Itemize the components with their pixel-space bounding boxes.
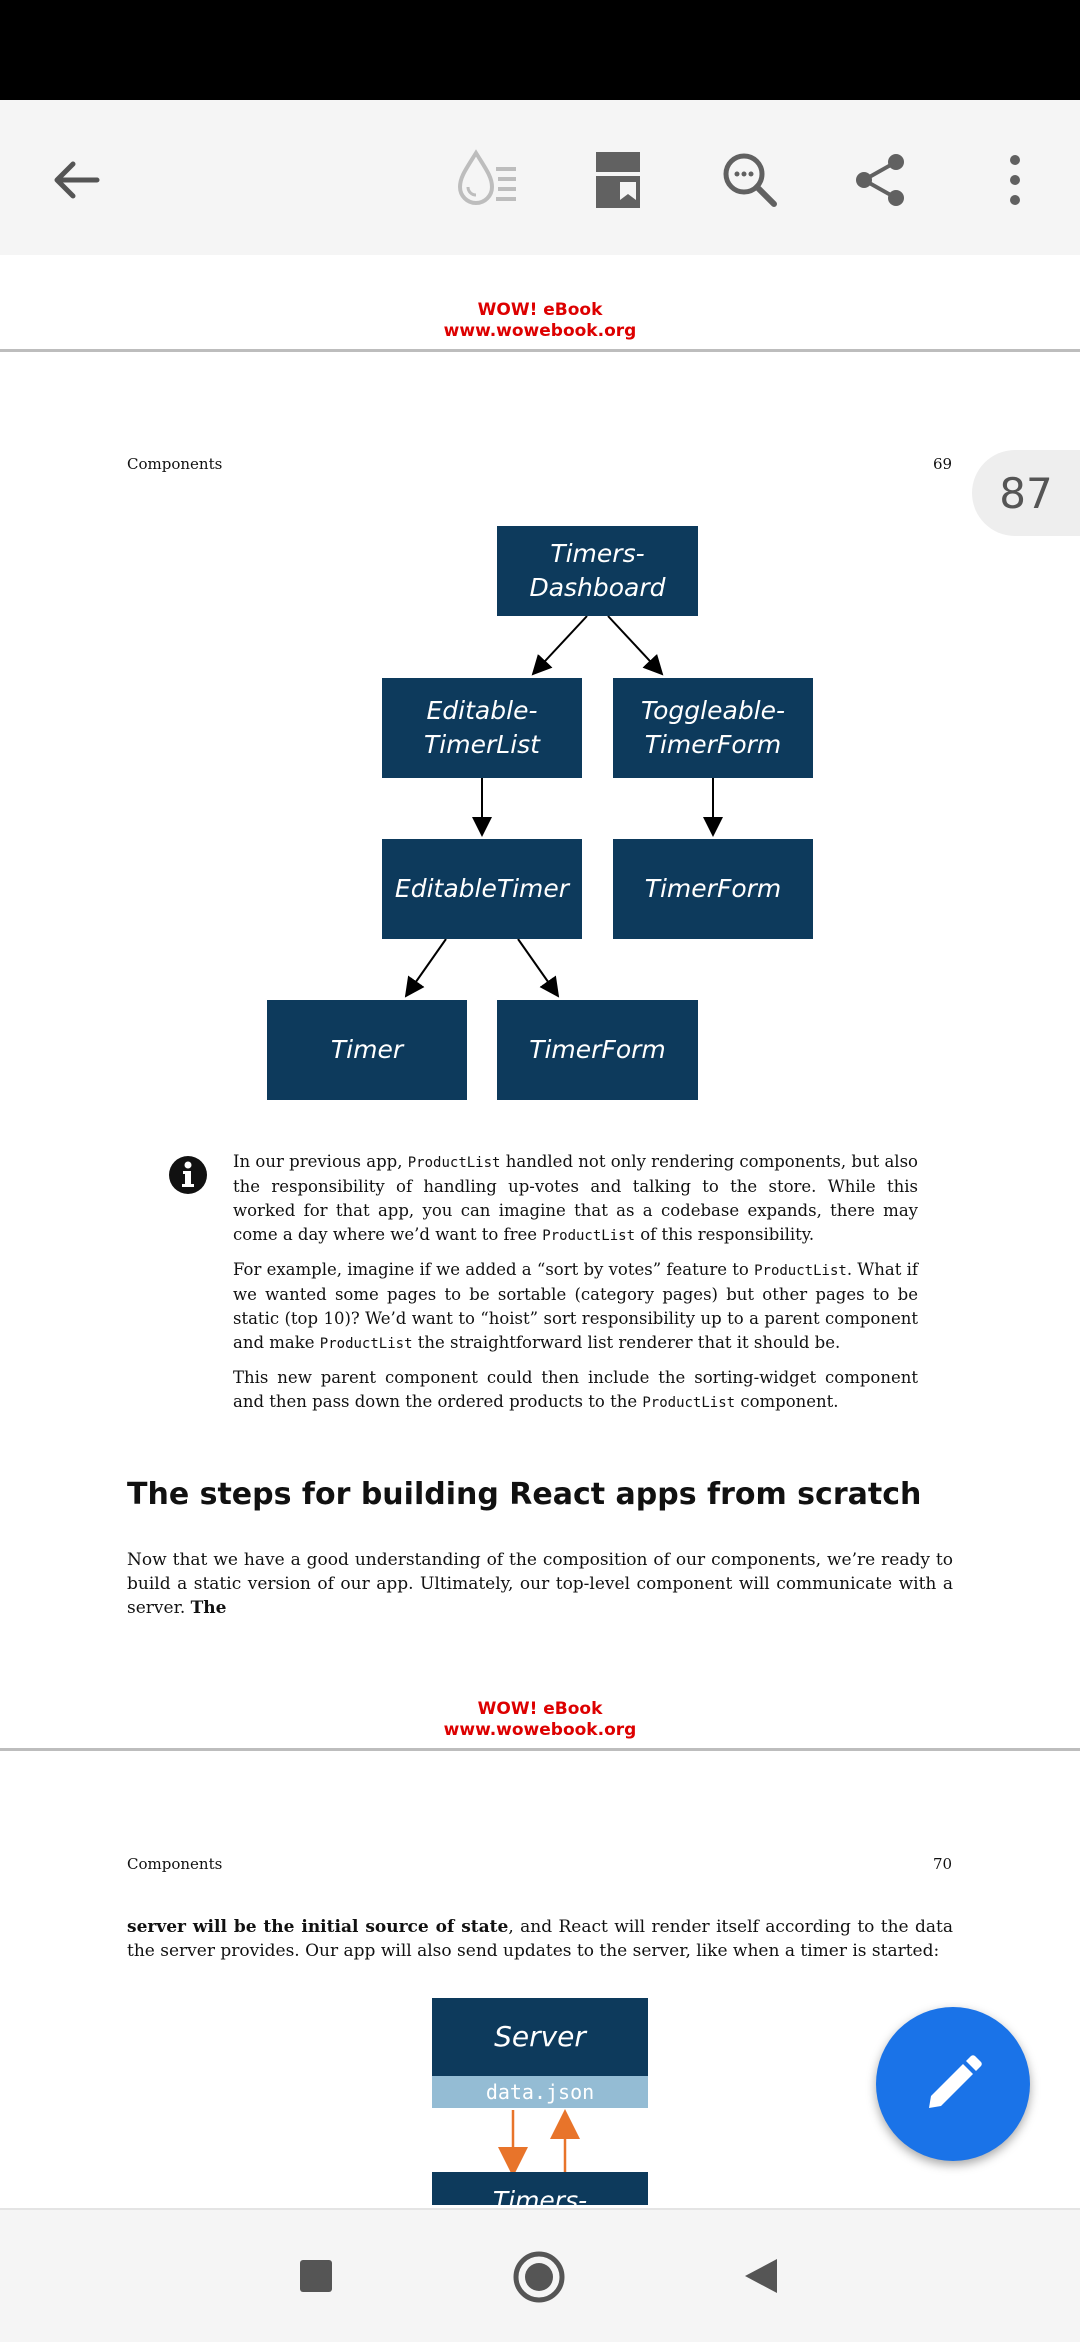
text: the straightforward list renderer that i… — [417, 1333, 841, 1352]
text: For example, imagine if we added a “sort… — [233, 1260, 749, 1279]
box-line: TimerList — [424, 730, 540, 759]
diagram-box-editabletimer: EditableTimer — [382, 839, 582, 939]
bold-text: The — [190, 1598, 227, 1618]
box-line: Dashboard — [529, 573, 666, 602]
code: ProductList — [319, 1336, 413, 1352]
box-line: Editable- — [426, 696, 538, 725]
top-toolbar — [0, 100, 1080, 255]
system-nav-bar — [0, 2208, 1080, 2342]
watermark-line2: www.wowebook.org — [443, 1720, 637, 1740]
diagram-box-editable-timerlist: Editable- TimerList — [382, 678, 582, 778]
text: , and React will render itself according… — [127, 1917, 953, 1961]
box-line: Server — [494, 2020, 586, 2053]
note-paragraph: This new parent component could then inc… — [233, 1366, 918, 1415]
watermark-middle: WOW! eBook www.wowebook.org — [0, 1699, 1080, 1741]
page-counter-badge: 87 — [972, 450, 1080, 536]
status-bar — [0, 0, 1080, 100]
info-icon — [168, 1155, 208, 1199]
server-arrows — [498, 2109, 580, 2177]
section-heading: The steps for building React apps from s… — [127, 1477, 922, 1512]
pencil-icon — [929, 2055, 982, 2108]
water-drop-lines-icon[interactable] — [447, 140, 527, 220]
text: . What if we wanted some pages to be sor… — [233, 1260, 918, 1352]
box-line: Timers- — [492, 2186, 588, 2205]
text: Now that we have a good understanding of… — [127, 1550, 953, 1618]
box-line: EditableTimer — [394, 874, 570, 903]
more-vert-icon[interactable] — [975, 140, 1055, 220]
code: ProductList — [642, 1395, 736, 1411]
text: component. — [740, 1392, 839, 1411]
diagram-box-timers-partial: Timers- — [432, 2172, 648, 2205]
arrow-left-icon[interactable] — [37, 140, 117, 220]
page-number: 69 — [933, 455, 953, 473]
data-json-bar: data.json — [432, 2076, 648, 2108]
recents-square-icon[interactable] — [300, 2260, 332, 2296]
info-note: In our previous app, ProductList handled… — [233, 1150, 918, 1425]
text: This new parent component could then inc… — [233, 1368, 918, 1411]
diagram-box-server: Server — [432, 1998, 648, 2076]
box-line: TimerForm — [529, 1035, 666, 1064]
watermark-line1: WOW! eBook — [477, 1699, 603, 1719]
running-head: Components — [127, 1855, 223, 1873]
diagram-box-timers-dashboard: Timers- Dashboard — [497, 526, 698, 616]
box-line: Toggleable- — [640, 696, 786, 725]
running-head: Components — [127, 455, 223, 473]
box-line: TimerForm — [644, 730, 782, 759]
home-circle-icon[interactable] — [513, 2251, 565, 2307]
watermark-top: WOW! eBook www.wowebook.org — [0, 300, 1080, 342]
text: handled not only rendering components, b… — [233, 1152, 918, 1244]
body-paragraph: Now that we have a good understanding of… — [127, 1548, 953, 1620]
note-paragraph: In our previous app, ProductList handled… — [233, 1150, 918, 1248]
page-separator — [0, 1748, 1080, 1751]
watermark-line2: www.wowebook.org — [443, 321, 637, 341]
search-zoom-icon[interactable] — [710, 140, 790, 220]
diagram-arrows — [404, 615, 723, 998]
page-separator — [0, 349, 1080, 352]
back-triangle-icon[interactable] — [743, 2257, 779, 2299]
text: of this responsibility. — [640, 1225, 815, 1244]
bookmark-page-icon[interactable] — [578, 140, 658, 220]
code: ProductList — [754, 1263, 847, 1279]
edit-fab-button[interactable] — [876, 2007, 1030, 2161]
text: In our previous app, — [233, 1152, 403, 1171]
code: ProductList — [542, 1228, 635, 1244]
box-line: TimerForm — [644, 874, 782, 903]
body-paragraph: server will be the initial source of sta… — [127, 1915, 953, 1963]
diagram-box-toggleable-timerform: Toggleable- TimerForm — [613, 678, 813, 778]
box-line: Timer — [330, 1035, 404, 1064]
document-viewer[interactable]: WOW! eBook www.wowebook.org Components 6… — [0, 255, 1080, 2205]
diagram-box-timerform-right: TimerForm — [613, 839, 813, 939]
bold-text: server will be the initial source of sta… — [127, 1917, 509, 1937]
watermark-line1: WOW! eBook — [477, 300, 603, 320]
diagram-box-timer: Timer — [267, 1000, 467, 1100]
box-line: Timers- — [550, 539, 645, 568]
share-icon[interactable] — [840, 140, 920, 220]
diagram-box-timerform-bottom: TimerForm — [497, 1000, 698, 1100]
note-paragraph: For example, imagine if we added a “sort… — [233, 1258, 918, 1356]
code: ProductList — [407, 1155, 501, 1171]
page-number: 70 — [933, 1855, 953, 1873]
